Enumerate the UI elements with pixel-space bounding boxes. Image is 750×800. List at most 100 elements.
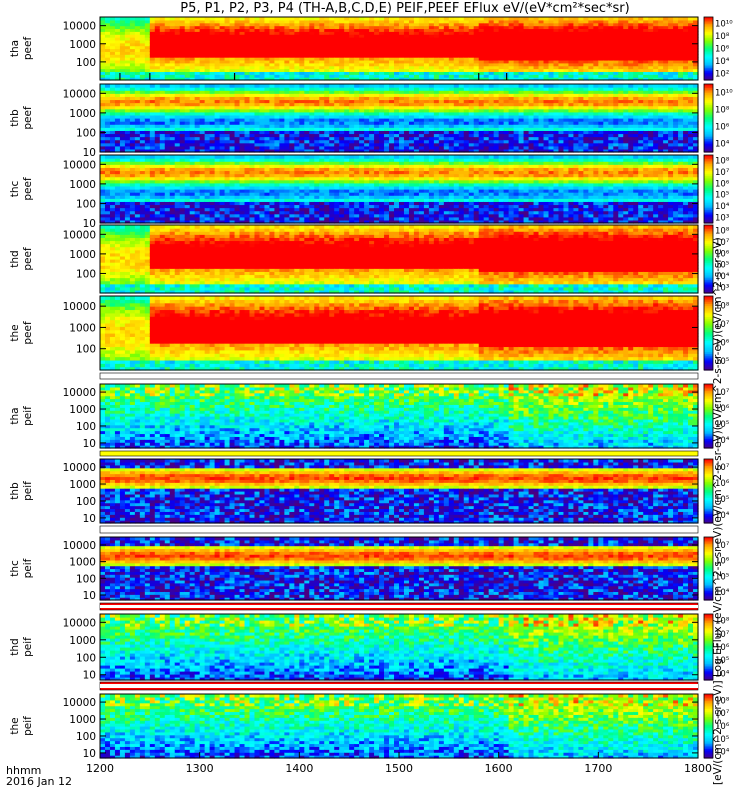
spectrogram-cell [194, 105, 201, 110]
spectrogram-cell [528, 62, 535, 67]
spectrogram-cell [100, 118, 106, 122]
spectrogram-cell [144, 102, 151, 107]
spectrogram-cell [498, 65, 505, 70]
spectrogram-cell [239, 28, 246, 32]
spectrogram-cell [673, 77, 679, 81]
spectrogram-cell [319, 45, 325, 50]
spectrogram-cell [329, 48, 335, 52]
spectrogram-cell [683, 22, 689, 27]
spectrogram-cell [458, 28, 465, 32]
spectrogram-cell [678, 37, 684, 41]
spectrogram-cell [688, 42, 694, 47]
spectrogram-cell [334, 51, 340, 55]
spectrogram-cell [364, 39, 370, 44]
spectrogram-cell [598, 48, 604, 52]
spectrogram-cell [364, 65, 370, 70]
spectrogram-cell [199, 42, 206, 47]
spectrogram-cell [214, 25, 221, 30]
spectrogram-cell [518, 84, 525, 88]
spectrogram-cell [498, 34, 505, 38]
spectrogram-cell [109, 99, 116, 104]
spectrogram-cell [224, 74, 231, 78]
spectrogram-cell [508, 77, 515, 81]
spectrogram-cell [453, 28, 460, 32]
spectrogram-cell [423, 31, 430, 35]
spectrogram-cell [154, 54, 161, 58]
spectrogram-cell [119, 34, 126, 38]
spectrogram-cell [633, 74, 639, 78]
spectrogram-cell [159, 54, 166, 58]
spectrogram-cell [553, 71, 560, 75]
spectrogram-cell [648, 45, 654, 50]
spectrogram-cell [608, 45, 614, 50]
spectrogram-cell [324, 22, 330, 27]
spectrogram-cell [189, 114, 196, 119]
spectrogram-cell [154, 28, 161, 32]
spectrogram-cell [533, 22, 540, 27]
spectrogram-cell [189, 77, 196, 81]
spectrogram-cell [483, 74, 490, 78]
spectrogram-cell [104, 118, 111, 122]
spectrogram-cell [314, 17, 320, 21]
spectrogram-cell [458, 22, 465, 27]
spectrogram-cell [638, 77, 644, 81]
spectrogram-cell [533, 51, 540, 55]
spectrogram-cell [408, 57, 415, 61]
spectrogram-cell [299, 39, 305, 44]
spectrogram-cell [578, 68, 584, 73]
spectrogram-cell [154, 17, 161, 21]
spectrogram-cell [678, 54, 684, 58]
spectrogram-cell [533, 74, 540, 78]
spectrogram-cell [658, 62, 664, 67]
spectrogram-cell [114, 139, 121, 144]
spectrogram-cell [129, 57, 136, 61]
spectrogram-cell [618, 22, 624, 27]
spectrogram-cell [204, 22, 211, 27]
spectrogram-cell [314, 37, 320, 41]
colorbar-swatch [704, 72, 713, 75]
spectrogram-cell [179, 105, 186, 110]
spectrogram-cell [144, 42, 151, 47]
spectrogram-cell [319, 39, 325, 44]
spectrogram-cell [204, 77, 211, 81]
spectrogram-cell [374, 77, 380, 81]
spectrogram-cell [548, 59, 555, 64]
spectrogram-cell [458, 54, 465, 58]
spectrogram-cell [239, 74, 246, 78]
spectrogram-cell [523, 39, 530, 44]
spectrogram-cell [663, 59, 669, 64]
spectrogram-cell [294, 74, 300, 78]
spectrogram-cell [533, 59, 540, 64]
spectrogram-cell [618, 25, 624, 30]
spectrogram-cell [144, 39, 151, 44]
spectrogram-cell [583, 59, 589, 64]
spectrogram-cell [379, 62, 385, 67]
spectrogram-cell [139, 65, 146, 70]
spectrogram-cell [553, 54, 560, 58]
spectrogram-cell [573, 45, 579, 50]
spectrogram-cell [543, 25, 550, 30]
spectrogram-cell [149, 19, 156, 24]
spectrogram-cell [144, 145, 151, 150]
spectrogram-cell [568, 25, 575, 30]
spectrogram-cell [389, 57, 395, 61]
spectrogram-cell [473, 59, 480, 64]
spectrogram-cell [319, 71, 325, 75]
spectrogram-cell [523, 77, 530, 81]
spectrogram-cell [623, 22, 629, 27]
spectrogram-cell [563, 25, 570, 30]
spectrogram-cell [648, 34, 654, 38]
spectrogram-cell [199, 108, 206, 113]
spectrogram-cell [104, 65, 111, 70]
spectrogram-cell [493, 51, 500, 55]
spectrogram-cell [234, 54, 241, 58]
spectrogram-cell [154, 93, 161, 97]
spectrogram-cell [234, 39, 241, 44]
spectrogram-cell [374, 39, 380, 44]
spectrogram-cell [184, 111, 191, 116]
spectrogram-cell [648, 51, 654, 55]
spectrogram-cell [643, 45, 649, 50]
spectrogram-cell [104, 59, 111, 64]
spectrogram-cell [568, 74, 575, 78]
spectrogram-cell [543, 74, 550, 78]
